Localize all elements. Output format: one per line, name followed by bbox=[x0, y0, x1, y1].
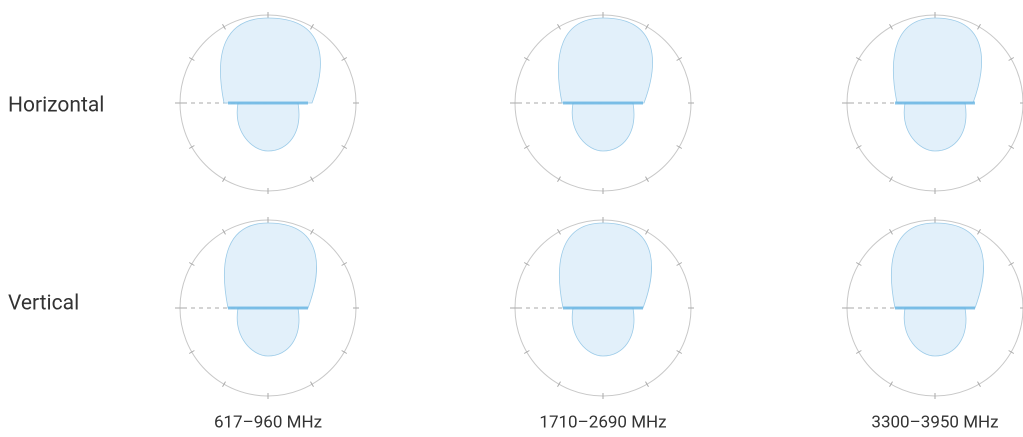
pattern-lobe bbox=[891, 222, 984, 309]
polar-tick bbox=[676, 262, 683, 266]
column-label: 617–960 MHz bbox=[214, 412, 322, 432]
pattern-lobe bbox=[236, 307, 300, 357]
polar-tick bbox=[341, 145, 348, 149]
polar-tick bbox=[523, 350, 530, 354]
polar-tick bbox=[889, 23, 893, 30]
polar-tick bbox=[557, 176, 561, 183]
polar-tick bbox=[1008, 57, 1015, 61]
polar-tick bbox=[188, 350, 195, 354]
polar-tick bbox=[557, 228, 561, 235]
pattern-lobe bbox=[903, 307, 967, 357]
polar-tick bbox=[222, 381, 226, 388]
polar-tick bbox=[889, 176, 893, 183]
polar-tick bbox=[977, 23, 981, 30]
pattern-lobe bbox=[571, 102, 635, 152]
polar-tick bbox=[188, 57, 195, 61]
pattern-lobe bbox=[892, 17, 982, 104]
polar-tick bbox=[1008, 145, 1015, 149]
polar-tick bbox=[889, 381, 893, 388]
polar-tick bbox=[341, 262, 348, 266]
polar-tick bbox=[341, 57, 348, 61]
polar-tick bbox=[855, 145, 862, 149]
polar-tick bbox=[341, 350, 348, 354]
pattern-lobe bbox=[224, 222, 317, 309]
polar-tick bbox=[557, 381, 561, 388]
polar-tick bbox=[977, 381, 981, 388]
polar-tick bbox=[889, 228, 893, 235]
polar-tick bbox=[222, 176, 226, 183]
polar-tick bbox=[855, 57, 862, 61]
polar-tick bbox=[188, 145, 195, 149]
polar-tick bbox=[977, 228, 981, 235]
polar-tick bbox=[557, 23, 561, 30]
polar-tick bbox=[523, 262, 530, 266]
row-label: Vertical bbox=[8, 292, 79, 316]
polar-tick bbox=[855, 262, 862, 266]
polar-tick bbox=[645, 381, 649, 388]
polar-tick bbox=[310, 228, 314, 235]
row-label: Horizontal bbox=[8, 94, 104, 118]
pattern-lobe bbox=[571, 307, 635, 357]
polar-tick bbox=[523, 57, 530, 61]
pattern-lobe bbox=[220, 17, 321, 104]
polar-tick bbox=[645, 176, 649, 183]
polar-tick bbox=[188, 262, 195, 266]
polar-tick bbox=[977, 176, 981, 183]
polar-tick bbox=[645, 228, 649, 235]
polar-tick bbox=[1008, 350, 1015, 354]
polar-tick bbox=[1008, 262, 1015, 266]
polar-tick bbox=[310, 176, 314, 183]
polar-tick bbox=[676, 145, 683, 149]
polar-tick bbox=[676, 57, 683, 61]
polar-tick bbox=[676, 350, 683, 354]
polar-tick bbox=[310, 381, 314, 388]
pattern-lobe bbox=[236, 102, 300, 152]
polar-tick bbox=[310, 23, 314, 30]
column-label: 3300–3950 MHz bbox=[871, 412, 998, 432]
pattern-lobe bbox=[558, 17, 653, 104]
polar-tick bbox=[222, 23, 226, 30]
column-label: 1710–2690 MHz bbox=[539, 412, 666, 432]
polar-tick bbox=[523, 145, 530, 149]
polar-tick bbox=[645, 23, 649, 30]
polar-tick bbox=[222, 228, 226, 235]
polar-tick bbox=[855, 350, 862, 354]
pattern-lobe bbox=[903, 102, 967, 152]
pattern-lobe bbox=[559, 222, 652, 309]
